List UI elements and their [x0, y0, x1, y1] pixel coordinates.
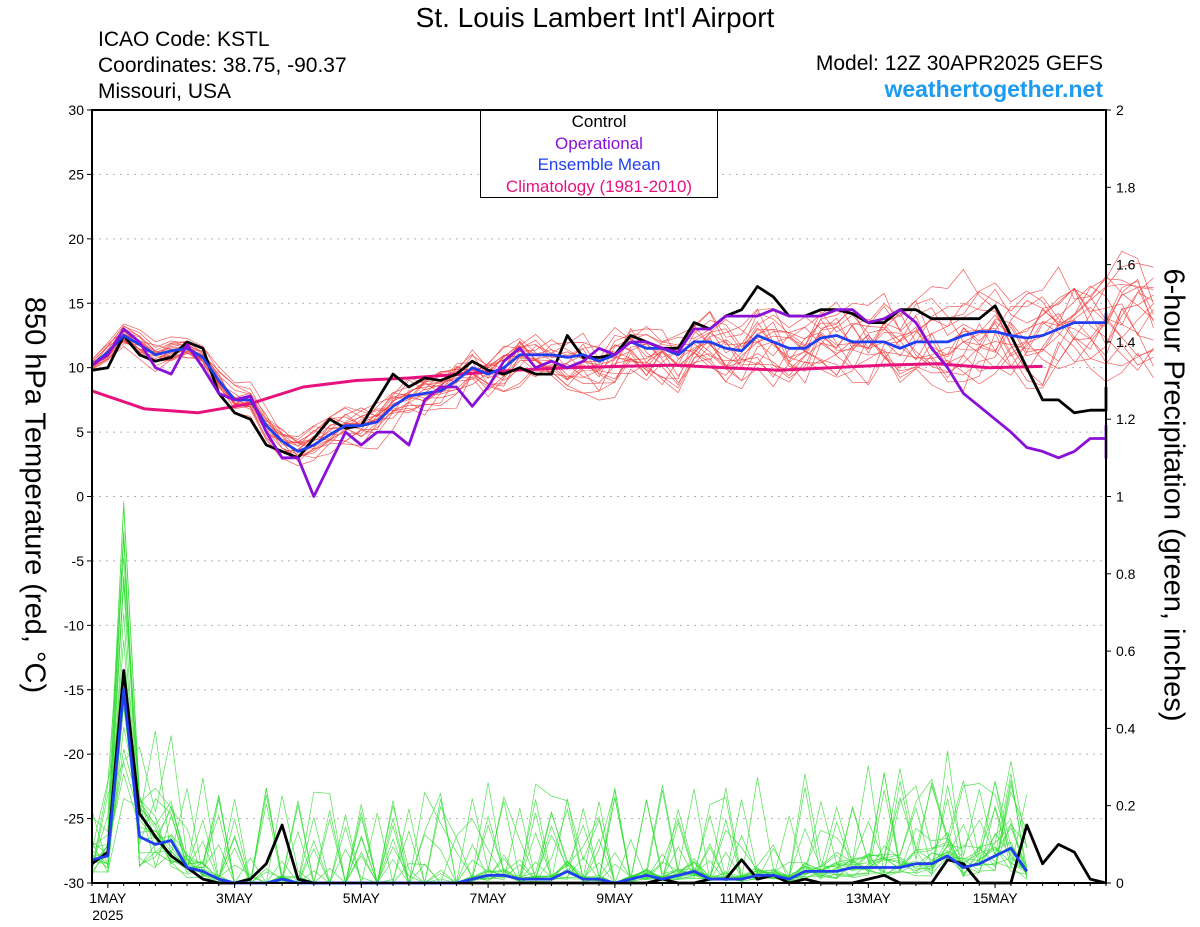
y-tick-label-right: 0.2: [1116, 798, 1136, 814]
ensemble-member-precip: [91, 575, 1028, 885]
ensemble-member-temp: [91, 263, 1154, 462]
ensemble-member-temp: [91, 268, 1154, 452]
site-link[interactable]: weathertogether.net: [884, 76, 1103, 102]
ensemble-member-precip: [91, 702, 1028, 884]
y-tick-label-right: 1: [1116, 489, 1124, 505]
ensemble-member-precip: [91, 530, 1028, 884]
y-tick-label-left: -15: [64, 682, 84, 698]
x-tick-label: 1MAY: [89, 890, 127, 906]
ensemble-member-temp: [91, 275, 1154, 460]
x-tick-label: 13MAY: [846, 890, 892, 906]
y-tick-label-left: -10: [64, 617, 84, 633]
legend-operational: Operational: [555, 133, 643, 153]
y-tick-label-right: 0.6: [1116, 643, 1136, 659]
legend-ensemble-mean: Ensemble Mean: [537, 155, 661, 174]
legend-control: Control: [571, 112, 627, 131]
y-tick-label-right: 2: [1116, 102, 1124, 118]
ensemble-member-temp: [91, 277, 1154, 450]
ensemble-member-temp: [91, 293, 1154, 458]
chart-legend: Control Operational Ensemble Mean Climat…: [480, 110, 718, 198]
y-tick-label-left: 0: [76, 489, 84, 505]
y-tick-label-left: -25: [64, 811, 84, 827]
x-tick-label: 5MAY: [343, 890, 381, 906]
x-tick-label: 11MAY: [720, 890, 764, 906]
y-tick-label-left: 10: [68, 360, 84, 376]
y-tick-label-right: 0.4: [1116, 720, 1136, 736]
ensemble-member-precip: [91, 639, 1028, 884]
y-tick-label-left: -20: [64, 746, 84, 762]
ensemble-member-temp: [91, 285, 1154, 447]
control-temp-line: [91, 285, 1108, 460]
ensemble-member-precip: [91, 532, 1028, 884]
x-tick-label: 7MAY: [470, 890, 508, 906]
y-tick-label-right: 1.8: [1116, 179, 1136, 195]
ensemble-member-precip: [91, 506, 1027, 884]
y-tick-label-left: 30: [68, 102, 84, 118]
y-tick-label-right: 1.2: [1116, 411, 1136, 427]
y-tick-label-left: -5: [72, 553, 85, 569]
y-tick-label-right: 1.6: [1116, 257, 1136, 273]
ensemble-member-precip: [91, 612, 1028, 884]
y-tick-label-right: 1.4: [1116, 334, 1136, 350]
coordinates: Coordinates: 38.75, -90.37: [98, 54, 347, 77]
y-tick-label-right: 0.8: [1116, 566, 1136, 582]
series-lines: [91, 285, 1108, 885]
operational-temp-line: [91, 308, 1108, 498]
y-tick-label-left: 25: [68, 166, 84, 182]
icao-code: ICAO Code: KSTL: [98, 28, 270, 51]
page-title: St. Louis Lambert Int'l Airport: [415, 2, 775, 33]
ensemble-member-temp: [91, 250, 1154, 458]
x-tick-label: 15MAY: [973, 890, 1019, 906]
axes: 302520151050-5-10-15-20-25-3021.81.61.41…: [64, 102, 1136, 923]
region: Missouri, USA: [98, 80, 232, 103]
ensemble-member-temp: [91, 308, 1154, 453]
y-tick-label-left: 15: [68, 295, 84, 311]
y-tick-label-left: 20: [68, 231, 84, 247]
x-tick-label: 3MAY: [216, 890, 254, 906]
y-tick-label-right: 0: [1116, 875, 1124, 891]
legend-climatology: Climatology (1981-2010): [505, 176, 693, 196]
ensemble-member-temp: [91, 287, 1154, 459]
ensemble-member-temp: [91, 318, 1154, 440]
y-tick-label-left: -30: [64, 875, 84, 891]
model-run: Model: 12Z 30APR2025 GEFS: [815, 52, 1103, 75]
ensemble-member-precip: [91, 501, 1028, 884]
ensemble-member-temp: [91, 288, 1154, 444]
ensemble-member-precip: [91, 706, 1028, 884]
ensemble-member-precip: [91, 538, 1028, 884]
ensemble-member-temp: [91, 287, 1154, 466]
gridlines: [92, 173, 1106, 820]
x-tick-label: 9MAY: [596, 890, 634, 906]
y-tick-label-left: 5: [76, 424, 84, 440]
x-tick-sublabel: 2025: [92, 907, 123, 923]
